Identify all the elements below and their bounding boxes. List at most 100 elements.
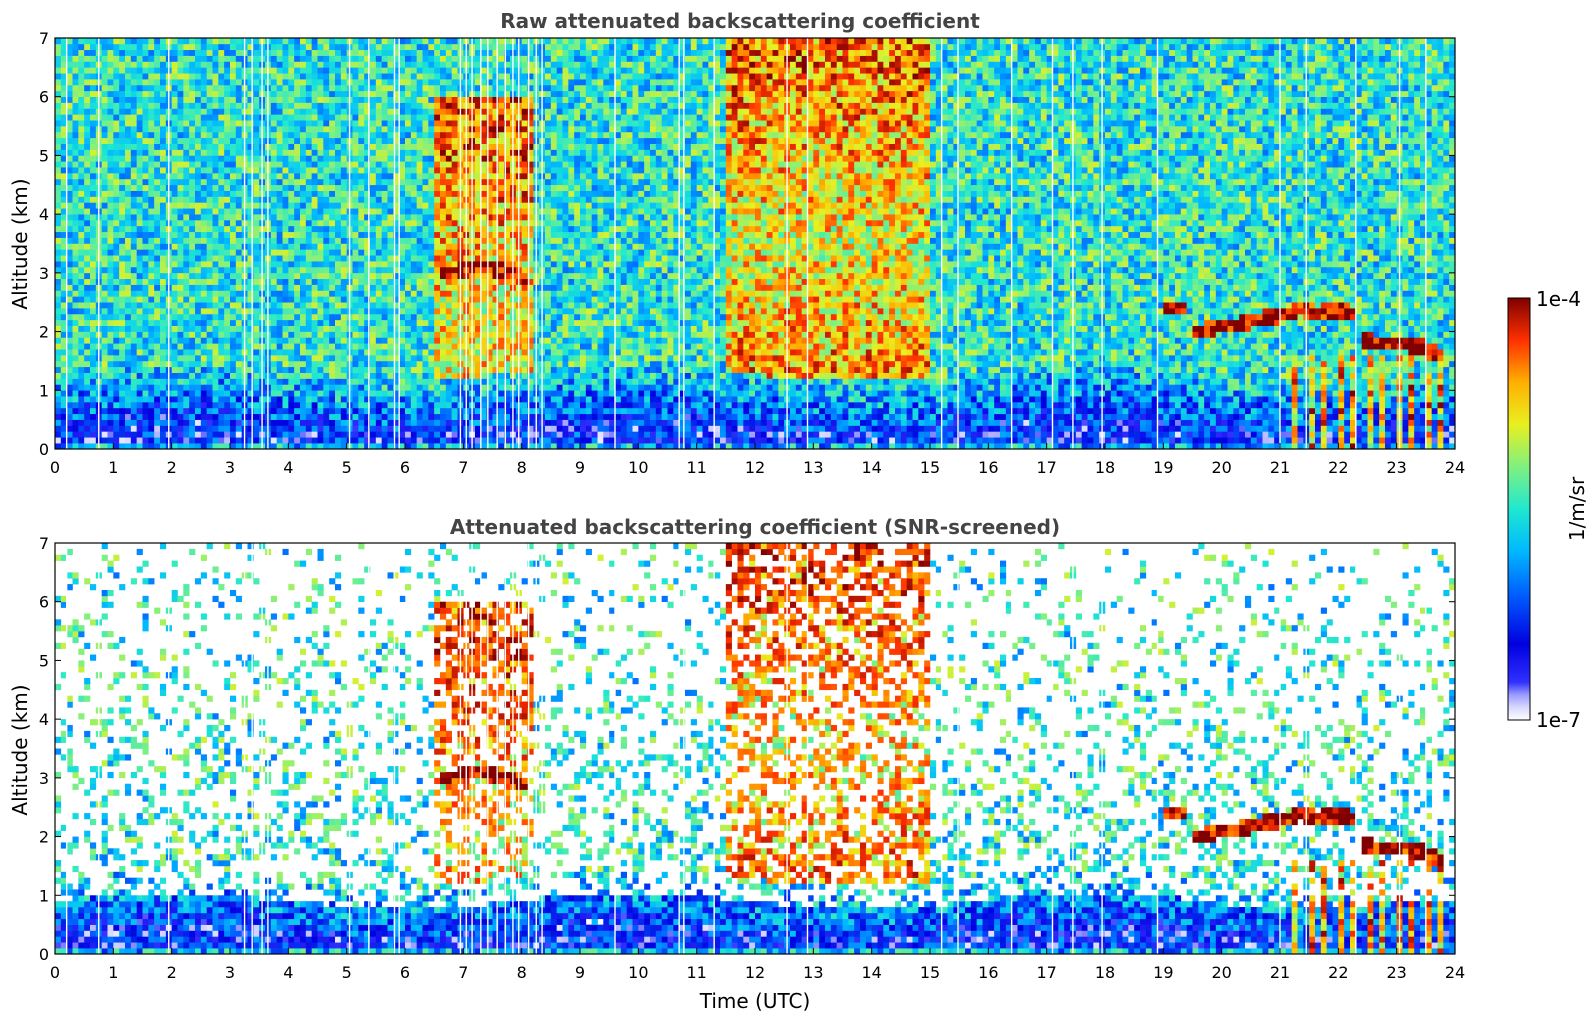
heatmap-cell [195, 443, 201, 449]
heatmap-cell [108, 302, 114, 308]
heatmap-cell [323, 214, 329, 220]
heatmap-cell [329, 279, 335, 285]
heatmap-cell [300, 443, 306, 449]
heatmap-cell [131, 437, 137, 443]
heatmap-cell [201, 332, 207, 338]
heatmap-cell [218, 414, 224, 420]
heatmap-cell [90, 355, 96, 361]
heatmap-cell [341, 373, 347, 379]
heatmap-cell [172, 61, 178, 67]
heatmap-cell [312, 244, 318, 250]
heatmap-cell [148, 232, 154, 238]
heatmap-cell [388, 44, 394, 50]
heatmap-cell [113, 396, 119, 402]
heatmap-cell [213, 179, 219, 185]
heatmap-cell [294, 355, 300, 361]
heatmap-cell [312, 120, 318, 126]
heatmap-cell [84, 120, 90, 126]
heatmap-cell [253, 426, 259, 432]
heatmap-cell [84, 244, 90, 250]
heatmap-cell [318, 361, 324, 367]
heatmap-cell [399, 97, 405, 103]
heatmap-cell [213, 161, 219, 167]
heatmap-cell [341, 279, 347, 285]
heatmap-cell [67, 214, 73, 220]
heatmap-cell [67, 285, 73, 291]
heatmap-cell [201, 173, 207, 179]
heatmap-cell [288, 285, 294, 291]
heatmap-cell [230, 443, 236, 449]
heatmap-cell [90, 61, 96, 67]
heatmap-cell [236, 132, 242, 138]
heatmap-cell [143, 402, 149, 408]
heatmap-cell [172, 220, 178, 226]
heatmap-cell [271, 249, 277, 255]
heatmap-cell [271, 91, 277, 97]
heatmap-cell [119, 185, 125, 191]
heatmap-cell [154, 244, 160, 250]
heatmap-cell [73, 379, 79, 385]
heatmap-cell [55, 414, 61, 420]
heatmap-cell [323, 431, 329, 437]
heatmap-cell [224, 390, 230, 396]
heatmap-cell [137, 420, 143, 426]
heatmap-cell [370, 273, 376, 279]
heatmap-cell [376, 384, 382, 390]
heatmap-cell [253, 173, 259, 179]
heatmap-cell [113, 56, 119, 62]
heatmap-cell [224, 155, 230, 161]
heatmap-cell [78, 150, 84, 156]
heatmap-cell [73, 103, 79, 109]
heatmap-cell [271, 384, 277, 390]
heatmap-cell [213, 249, 219, 255]
heatmap-cell [382, 144, 388, 150]
heatmap-cell [172, 179, 178, 185]
heatmap-cell [271, 238, 277, 244]
heatmap-cell [218, 337, 224, 343]
heatmap-cell [207, 61, 213, 67]
heatmap-cell [73, 255, 79, 261]
heatmap-cell [329, 290, 335, 296]
heatmap-cell [399, 426, 405, 432]
heatmap-cell [55, 426, 61, 432]
heatmap-cell [312, 384, 318, 390]
heatmap-cell [405, 179, 411, 185]
heatmap-cell [230, 349, 236, 355]
heatmap-cell [84, 61, 90, 67]
heatmap-cell [172, 314, 178, 320]
heatmap-cell [382, 249, 388, 255]
heatmap-cell [78, 114, 84, 120]
heatmap-cell [201, 443, 207, 449]
heatmap-cell [230, 232, 236, 238]
heatmap-cell [236, 167, 242, 173]
heatmap-cell [376, 114, 382, 120]
heatmap-cell [218, 173, 224, 179]
heatmap-cell [207, 79, 213, 85]
heatmap-cell [73, 314, 79, 320]
heatmap-cell [306, 61, 312, 67]
heatmap-cell [376, 332, 382, 338]
heatmap-cell [78, 161, 84, 167]
heatmap-cell [405, 238, 411, 244]
heatmap-cell [178, 226, 184, 232]
heatmap-cell [148, 420, 154, 426]
heatmap-cell [318, 414, 324, 420]
heatmap-cell [213, 103, 219, 109]
heatmap-cell [108, 56, 114, 62]
heatmap-cell [382, 91, 388, 97]
heatmap-cell [399, 179, 405, 185]
heatmap-cell [160, 249, 166, 255]
heatmap-cell [318, 120, 324, 126]
heatmap-cell [288, 238, 294, 244]
heatmap-cell [183, 108, 189, 114]
heatmap-cell [294, 67, 300, 73]
heatmap-cell [329, 79, 335, 85]
heatmap-cell [143, 355, 149, 361]
heatmap-cell [201, 208, 207, 214]
heatmap-cell [323, 367, 329, 373]
heatmap-cell [323, 50, 329, 56]
heatmap-cell [125, 255, 131, 261]
heatmap-cell [382, 179, 388, 185]
heatmap-cell [277, 103, 283, 109]
heatmap-cell [236, 191, 242, 197]
